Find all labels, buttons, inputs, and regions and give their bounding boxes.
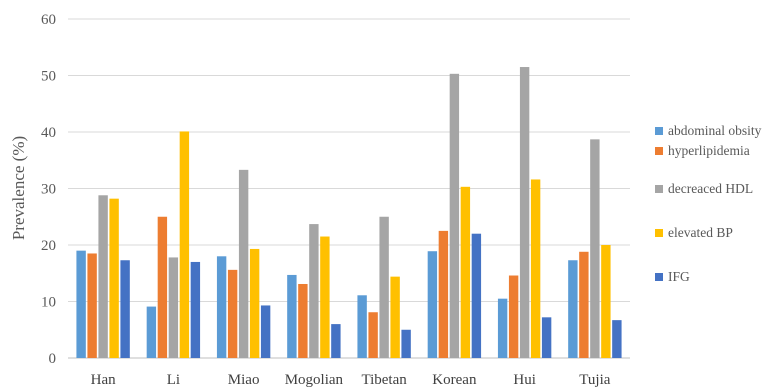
legend-label: IFG [668,269,690,284]
bar [87,253,97,358]
x-category-label: Tibetan [361,372,407,388]
y-tick-label: 10 [41,295,56,311]
y-tick-label: 50 [41,69,56,85]
bar [379,216,389,358]
bar [471,233,482,358]
legend-label: elevated BP [668,225,733,240]
legend-label: abdominal obsity [668,123,762,138]
legend-swatch [655,229,663,237]
bar [76,250,86,358]
bar [216,256,227,358]
legend-item: hyperlipidemia [655,142,768,159]
bar [179,131,190,358]
x-category-label: Hui [513,372,536,388]
y-tick-label: 60 [41,12,56,28]
bar [508,275,519,358]
legend-swatch [655,147,663,155]
bar [298,283,308,358]
y-tick-label: 0 [49,351,57,367]
legend-item: elevated BP [655,224,768,241]
legend-item: decreaced HDL [655,180,768,197]
bar [190,261,201,358]
legend-item: abdominal obsity [655,122,768,139]
bar [227,269,238,358]
bar [601,245,611,358]
bar [368,312,378,358]
bar [238,169,249,358]
bar [579,251,589,358]
x-category-label: Li [167,372,180,388]
bar [109,198,119,358]
legend-item: IFG [655,268,768,285]
bar [568,260,578,358]
x-category-label: Mogolian [285,372,344,388]
y-tick-labels: 0 10 20 30 40 50 60 [41,12,56,367]
bar [519,67,530,358]
bar [590,139,600,358]
bar [497,298,508,358]
y-tick-label: 40 [41,125,56,141]
bar [530,179,541,358]
x-category-label: Tujia [579,372,610,388]
bars [76,67,622,359]
legend-label: decreaced HDL [668,181,754,196]
bar [146,306,157,358]
bar [460,186,471,358]
bar [260,305,271,358]
bar [157,216,168,358]
legend-swatch [655,185,663,193]
bar [401,329,411,358]
bar [357,295,367,358]
bar [541,317,552,358]
bar [438,230,449,359]
x-category-labels: Han Li Miao Mogolian Tibetan Korean Hui Tujia [91,372,611,388]
bar [287,274,297,358]
y-tick-label: 30 [41,182,56,198]
bar [331,324,341,358]
bar [98,195,108,358]
y-tick-label: 20 [41,238,56,254]
bar [427,251,438,358]
y-axis-title: Prevalence (%) [9,136,28,240]
bar [449,73,460,358]
bar [390,276,400,358]
bar [320,236,330,358]
bar [120,260,130,358]
legend-swatch [655,127,663,135]
bar [168,257,179,358]
bar [309,224,319,358]
legend-swatch [655,273,663,281]
bar [249,248,260,358]
x-category-label: Miao [228,372,260,388]
x-category-label: Korean [432,372,477,388]
bar [612,320,622,358]
x-category-label: Han [91,372,116,388]
legend-label: hyperlipidemia [668,143,750,158]
